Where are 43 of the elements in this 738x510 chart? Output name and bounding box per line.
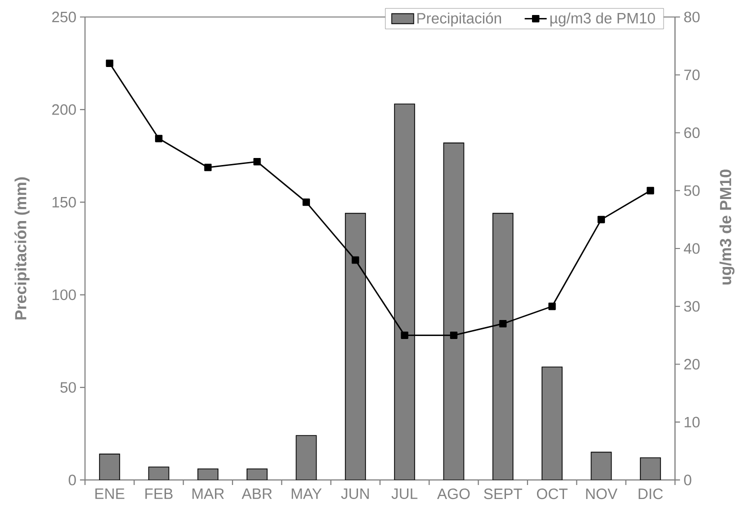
y-axis-title: Precipitación (mm) xyxy=(14,177,30,320)
y-tick-label: 150 xyxy=(52,196,76,208)
point xyxy=(352,256,360,264)
y-tick-label: 50 xyxy=(60,382,76,393)
x-tick-label: MAY xyxy=(292,488,322,499)
y-tick-label: 250 xyxy=(52,12,76,22)
x-tick-label: FEB xyxy=(145,488,173,499)
y2-tick-label: 30 xyxy=(684,301,700,312)
x-tick-label: AGO xyxy=(437,488,470,500)
y2-tick-label: 70 xyxy=(684,70,700,80)
y2-tick-label: 50 xyxy=(684,185,700,196)
point xyxy=(106,60,114,67)
x-tick-label: SEPT xyxy=(484,488,522,500)
point xyxy=(204,164,212,172)
y2-tick-label: 0 xyxy=(684,474,692,486)
point xyxy=(450,332,458,340)
legend-label: µg/m3 de PM10 xyxy=(550,12,655,26)
point xyxy=(253,158,261,166)
point xyxy=(646,186,654,194)
y2-tick-label: 20 xyxy=(684,358,700,370)
point xyxy=(499,320,507,328)
x-tick-label: MAR xyxy=(192,488,224,499)
y2-axis-title: ug/m3 de PM10 xyxy=(719,170,734,284)
point xyxy=(548,302,556,310)
y-tick-label: 200 xyxy=(52,104,76,115)
x-tick-label: OCT xyxy=(536,488,568,500)
legend-label: Precipitación xyxy=(417,12,502,27)
x-tick-label: ABR xyxy=(242,488,272,499)
y2-tick-label: 60 xyxy=(684,127,700,138)
y2-tick-label: 40 xyxy=(684,243,700,254)
y-tick-label: 0 xyxy=(68,474,76,486)
point xyxy=(302,198,310,206)
y-tick-label: 100 xyxy=(52,289,76,300)
x-tick-label: NOV xyxy=(586,488,618,500)
y2-tick-label: 10 xyxy=(684,416,700,428)
x-tick-label: ENE xyxy=(95,488,124,499)
point xyxy=(598,216,605,224)
y2-tick-label: 80 xyxy=(684,12,700,22)
x-tick-label: JUN xyxy=(341,488,369,499)
point xyxy=(155,134,162,142)
x-tick-label: JUL xyxy=(391,488,418,499)
x-tick-label: DIC xyxy=(638,488,663,500)
point xyxy=(400,332,408,340)
